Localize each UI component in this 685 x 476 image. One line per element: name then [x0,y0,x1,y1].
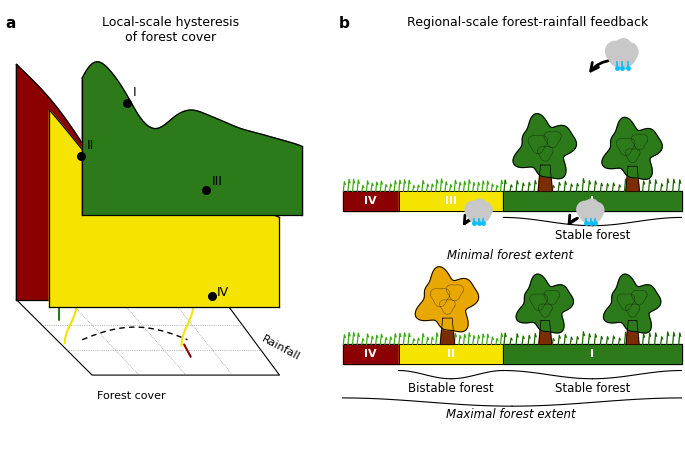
Ellipse shape [612,41,626,55]
Ellipse shape [608,43,636,68]
Polygon shape [602,118,662,179]
Text: II: II [87,139,95,152]
Ellipse shape [606,41,625,61]
Polygon shape [415,267,479,332]
Text: Bistable forest: Bistable forest [408,382,494,395]
Text: Rainfall: Rainfall [260,334,301,362]
Polygon shape [516,274,573,333]
Text: Maximal forest extent: Maximal forest extent [445,408,575,421]
Ellipse shape [621,43,638,61]
Polygon shape [440,318,455,345]
Ellipse shape [473,199,486,213]
Polygon shape [538,165,552,191]
Text: IV: IV [364,349,377,359]
Ellipse shape [577,201,593,218]
Polygon shape [539,321,551,345]
Ellipse shape [615,39,632,55]
Ellipse shape [471,201,482,213]
Text: Regional-scale forest-rainfall feedback: Regional-scale forest-rainfall feedback [407,16,649,30]
Polygon shape [513,114,577,178]
Ellipse shape [579,202,602,223]
Polygon shape [603,274,661,333]
Polygon shape [82,62,303,215]
Polygon shape [16,64,223,300]
Polygon shape [16,300,279,375]
Polygon shape [399,191,503,210]
Text: b: b [339,16,350,31]
Polygon shape [503,345,682,364]
Ellipse shape [589,202,604,218]
Text: a: a [5,16,15,31]
Text: IV: IV [217,287,229,299]
Polygon shape [342,191,399,210]
Ellipse shape [467,202,490,223]
Ellipse shape [585,199,599,213]
Polygon shape [49,110,279,307]
Text: Minimal forest extent: Minimal forest extent [447,249,573,262]
Text: IV: IV [364,196,377,206]
Ellipse shape [477,202,492,218]
Ellipse shape [465,201,481,218]
Text: II: II [447,349,455,359]
Text: Stable forest: Stable forest [555,382,630,395]
Text: I: I [133,86,137,99]
Text: III: III [212,176,223,188]
Polygon shape [342,345,399,364]
Text: I: I [590,196,595,206]
Polygon shape [399,345,503,364]
Text: Forest cover: Forest cover [97,391,166,401]
Ellipse shape [582,201,594,213]
Text: Stable forest: Stable forest [555,229,630,242]
Text: Local-scale hysteresis
of forest cover: Local-scale hysteresis of forest cover [103,16,240,44]
Polygon shape [503,191,682,210]
Text: III: III [445,196,457,206]
Polygon shape [626,166,639,191]
Polygon shape [626,321,639,345]
Text: I: I [590,349,595,359]
